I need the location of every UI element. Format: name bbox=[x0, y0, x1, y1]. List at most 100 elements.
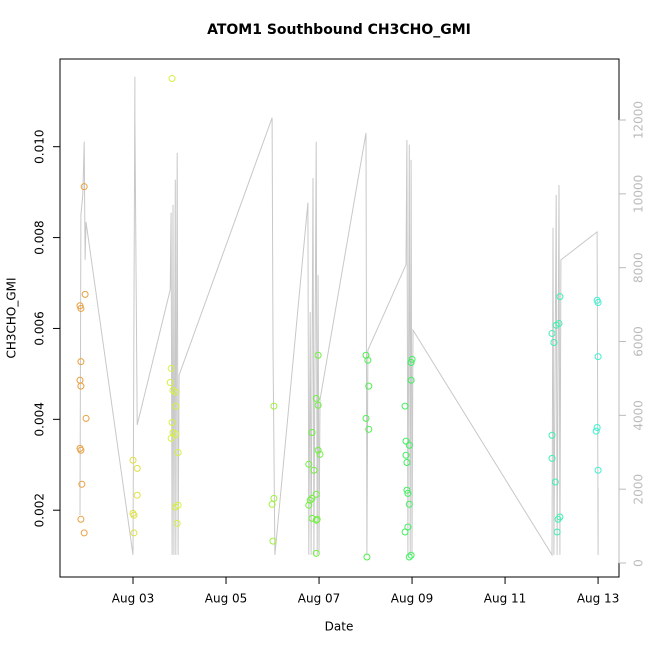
x-tick-label: Aug 11 bbox=[484, 592, 527, 606]
point bbox=[362, 414, 370, 422]
point bbox=[314, 351, 322, 359]
point bbox=[82, 414, 90, 422]
point bbox=[365, 382, 373, 390]
point bbox=[312, 516, 320, 524]
point bbox=[556, 513, 564, 521]
point bbox=[403, 486, 411, 494]
point bbox=[403, 458, 411, 466]
point bbox=[401, 402, 409, 410]
point bbox=[308, 494, 316, 502]
point bbox=[407, 551, 415, 559]
point bbox=[402, 451, 410, 459]
point bbox=[77, 515, 85, 523]
point bbox=[550, 339, 558, 347]
point bbox=[167, 434, 175, 442]
point bbox=[594, 299, 602, 307]
point bbox=[166, 379, 174, 387]
point bbox=[172, 402, 180, 410]
point bbox=[167, 364, 175, 372]
point bbox=[548, 431, 556, 439]
point bbox=[269, 537, 277, 545]
y-tick-label: 0.006 bbox=[33, 311, 47, 345]
x-tick-label: Aug 13 bbox=[577, 592, 620, 606]
point bbox=[408, 355, 416, 363]
y-tick-label: 0.004 bbox=[33, 402, 47, 436]
point bbox=[171, 503, 179, 511]
y2-tick-label: 8000 bbox=[632, 252, 646, 283]
y-tick-label: 0.002 bbox=[33, 493, 47, 527]
point bbox=[305, 460, 313, 468]
point bbox=[171, 388, 179, 396]
point bbox=[77, 358, 85, 366]
point bbox=[306, 496, 314, 504]
point bbox=[553, 528, 561, 536]
y2-tick-label: 12000 bbox=[632, 101, 646, 139]
y-axis-label: CH3CHO_GMI bbox=[5, 277, 19, 358]
point bbox=[551, 478, 559, 486]
point bbox=[365, 425, 373, 433]
point bbox=[364, 356, 372, 364]
point bbox=[592, 427, 600, 435]
point bbox=[594, 466, 602, 474]
point bbox=[305, 501, 313, 509]
point bbox=[312, 490, 320, 498]
point bbox=[404, 523, 412, 531]
point bbox=[316, 450, 324, 458]
y2-tick-label: 6000 bbox=[632, 326, 646, 357]
x-tick-label: Aug 07 bbox=[298, 592, 341, 606]
point bbox=[268, 500, 276, 508]
y2-tick-label: 2000 bbox=[632, 474, 646, 505]
point bbox=[80, 529, 88, 537]
point bbox=[81, 290, 89, 298]
point bbox=[174, 448, 182, 456]
y-tick-label: 0.010 bbox=[33, 130, 47, 164]
point bbox=[404, 489, 412, 497]
point bbox=[80, 183, 88, 191]
point bbox=[308, 514, 316, 522]
point bbox=[405, 441, 413, 449]
point bbox=[314, 401, 322, 409]
point bbox=[363, 553, 371, 561]
point bbox=[548, 454, 556, 462]
point bbox=[314, 446, 322, 454]
y2-tick-label: 4000 bbox=[632, 400, 646, 431]
point bbox=[168, 75, 176, 83]
point bbox=[407, 359, 415, 367]
point bbox=[130, 529, 138, 537]
point bbox=[554, 515, 562, 523]
point bbox=[133, 464, 141, 472]
point bbox=[78, 480, 86, 488]
point bbox=[594, 353, 602, 361]
chart-title: ATOM1 Southbound CH3CHO_GMI bbox=[207, 22, 471, 38]
point bbox=[129, 456, 137, 464]
point bbox=[407, 376, 415, 384]
point bbox=[593, 424, 601, 432]
point bbox=[555, 319, 563, 327]
point bbox=[312, 394, 320, 402]
point bbox=[133, 491, 141, 499]
point bbox=[405, 500, 413, 508]
track-line bbox=[79, 76, 599, 557]
point bbox=[130, 511, 138, 519]
y2-tick-label: 0 bbox=[632, 559, 646, 567]
point bbox=[312, 549, 320, 557]
y-tick-label: 0.008 bbox=[33, 220, 47, 254]
point bbox=[270, 402, 278, 410]
point bbox=[313, 515, 321, 523]
point bbox=[172, 430, 180, 438]
point bbox=[168, 419, 176, 427]
point bbox=[548, 329, 556, 337]
y2-tick-label: 10000 bbox=[632, 175, 646, 213]
point bbox=[77, 304, 85, 312]
x-tick-label: Aug 05 bbox=[205, 592, 248, 606]
point bbox=[310, 466, 318, 474]
x-tick-label: Aug 03 bbox=[112, 592, 155, 606]
point bbox=[77, 382, 85, 390]
point bbox=[556, 293, 564, 301]
x-axis-label: Date bbox=[325, 620, 354, 634]
point bbox=[405, 553, 413, 561]
point bbox=[77, 446, 85, 454]
x-tick-label: Aug 09 bbox=[391, 592, 434, 606]
